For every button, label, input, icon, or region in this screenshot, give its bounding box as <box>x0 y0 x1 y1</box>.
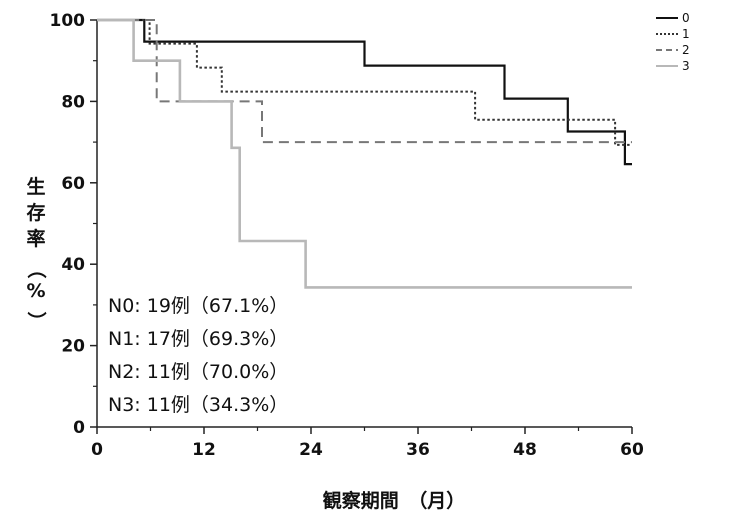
series-line-2 <box>97 19 632 144</box>
y-axis-label-char: 生 <box>26 175 45 198</box>
annotation-line: N3: 11例（34.3%） <box>108 394 288 416</box>
annotations: N0: 19例（67.1%） N1: 17例（69.3%） N2: 11例（70.0… <box>108 295 288 416</box>
x-tick-label: 60 <box>620 440 644 460</box>
x-tick-label: 48 <box>513 440 537 460</box>
legend-label-2: 2 <box>682 43 690 57</box>
x-axis-label: 観察期間 （月） <box>323 489 466 512</box>
legend-label-1: 1 <box>682 27 690 41</box>
axes-layer: 0 20 40 60 80 100 0 12 24 36 48 60 <box>50 11 644 460</box>
annotation-line: N2: 11例（70.0%） <box>108 361 288 383</box>
y-tick-label: 100 <box>50 11 86 31</box>
y-tick-label: 60 <box>61 174 85 194</box>
series-line-0 <box>97 18 632 166</box>
series-layer <box>97 18 632 289</box>
y-tick-label: 0 <box>73 418 85 438</box>
series-line-1 <box>97 19 632 146</box>
legend-label-3: 3 <box>682 59 690 73</box>
x-tick-label: 24 <box>299 440 323 460</box>
legend: 0 1 2 3 <box>656 11 690 73</box>
y-axis-label-char: 率 <box>26 227 45 250</box>
annotation-line: N1: 17例（69.3%） <box>108 328 288 350</box>
series-line-3 <box>97 18 632 289</box>
y-axis-label-char: 存 <box>26 201 45 224</box>
x-tick-label: 12 <box>192 440 216 460</box>
x-tick-label: 36 <box>406 440 430 460</box>
x-tick-label: 0 <box>91 440 103 460</box>
axis-labels: 生存率 （% ） 観察期間 （月） <box>25 175 465 512</box>
y-tick-label: 80 <box>61 92 85 112</box>
annotation-line: N0: 19例（67.1%） <box>108 295 288 317</box>
y-axis-label-char: % <box>26 280 45 302</box>
y-tick-label: 20 <box>61 337 85 357</box>
y-axis-label-char: （ <box>25 259 48 278</box>
y-tick-label: 40 <box>61 255 85 275</box>
legend-label-0: 0 <box>682 11 690 25</box>
y-axis-label-char: ） <box>25 311 48 330</box>
